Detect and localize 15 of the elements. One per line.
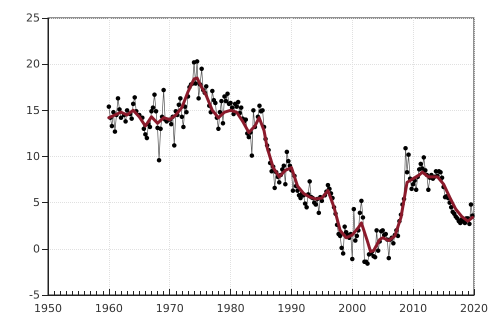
x-tick-label: 1950 bbox=[34, 302, 62, 315]
y-tick-label: 25 bbox=[26, 12, 40, 24]
x-tick-label: 1990 bbox=[277, 302, 306, 315]
y-tick-label: 20 bbox=[26, 58, 40, 71]
x-tick-label: 1970 bbox=[156, 302, 184, 315]
x-tick-label: 2020 bbox=[460, 302, 488, 315]
y-tick-label: 15 bbox=[26, 104, 40, 117]
x-tick-label: 1960 bbox=[94, 302, 123, 315]
y-tick-label: 10 bbox=[26, 150, 40, 163]
x-tick-label: 2010 bbox=[399, 302, 428, 315]
y-tick-label: -5 bbox=[29, 288, 40, 302]
y-tick-label: 5 bbox=[33, 196, 40, 210]
x-tick-label: 1980 bbox=[216, 302, 245, 315]
y-tick-label: 0 bbox=[33, 242, 40, 256]
x-tick-label: 2000 bbox=[338, 302, 366, 315]
